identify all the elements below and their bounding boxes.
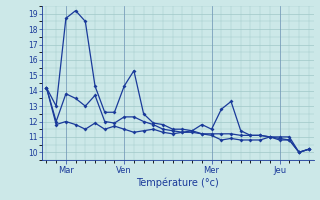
X-axis label: Température (°c): Température (°c) — [136, 177, 219, 188]
